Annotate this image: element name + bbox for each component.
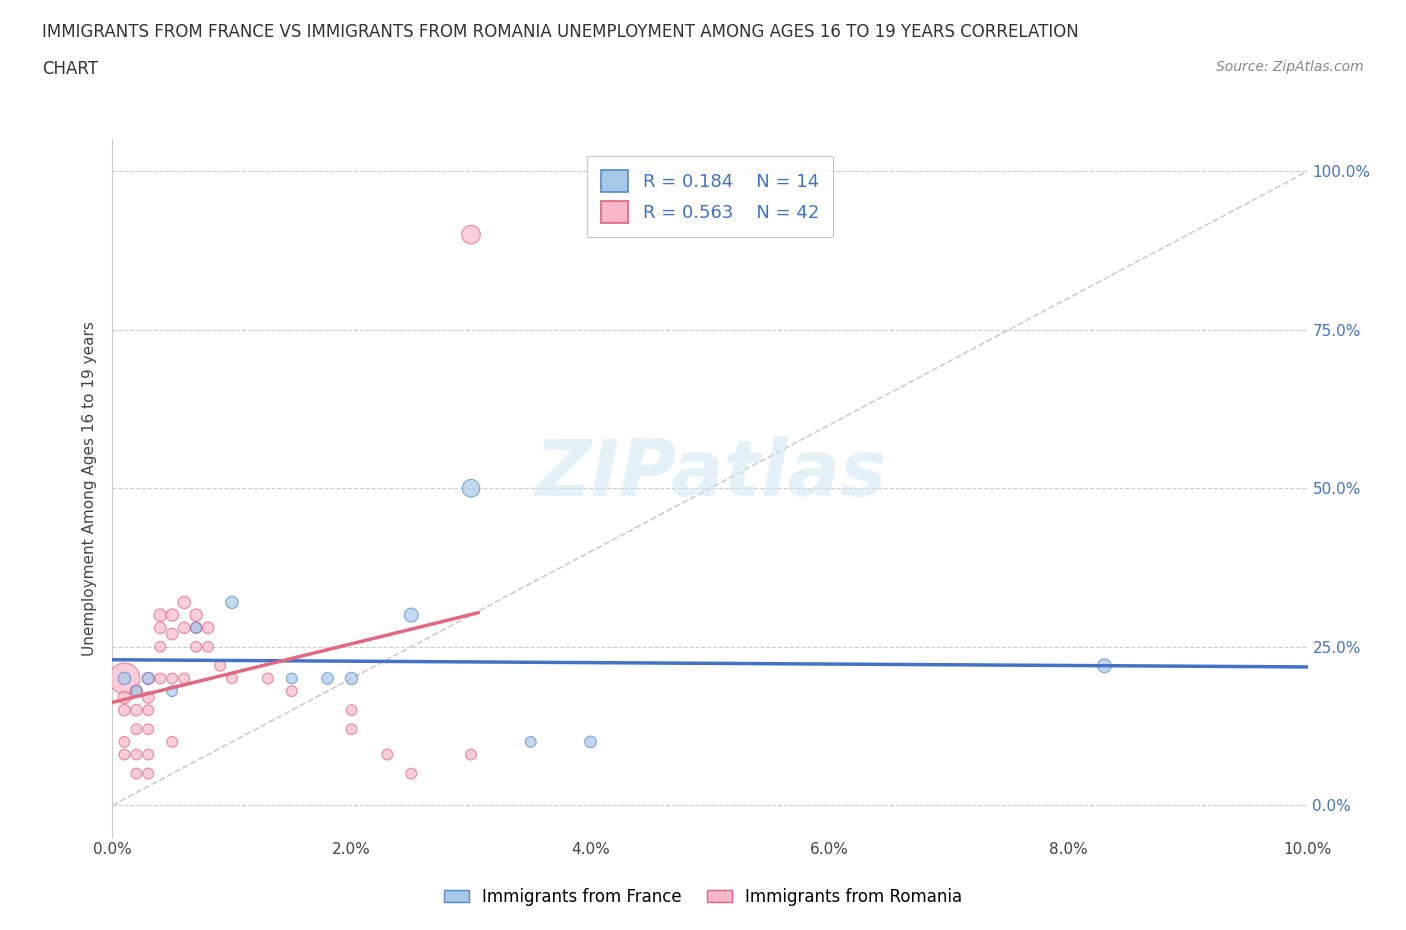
Point xyxy=(460,747,482,762)
Point xyxy=(162,671,183,686)
Point xyxy=(281,671,304,686)
Point xyxy=(186,620,208,635)
Point xyxy=(221,671,243,686)
Point xyxy=(114,735,135,750)
Point xyxy=(197,639,219,654)
Point xyxy=(377,747,399,762)
Point xyxy=(162,627,183,642)
Point xyxy=(125,684,148,698)
Point xyxy=(1094,658,1116,673)
Point xyxy=(149,639,172,654)
Point xyxy=(460,227,482,242)
Y-axis label: Unemployment Among Ages 16 to 19 years: Unemployment Among Ages 16 to 19 years xyxy=(82,321,97,656)
Text: IMMIGRANTS FROM FRANCE VS IMMIGRANTS FROM ROMANIA UNEMPLOYMENT AMONG AGES 16 TO : IMMIGRANTS FROM FRANCE VS IMMIGRANTS FRO… xyxy=(42,23,1078,41)
Point xyxy=(114,671,135,686)
Point xyxy=(114,747,135,762)
Point xyxy=(340,671,363,686)
Point xyxy=(186,607,208,622)
Point xyxy=(197,620,219,635)
Point xyxy=(460,481,482,496)
Point xyxy=(340,722,363,737)
Point xyxy=(401,607,423,622)
Point xyxy=(186,620,208,635)
Point xyxy=(125,766,148,781)
Point xyxy=(162,735,183,750)
Text: Source: ZipAtlas.com: Source: ZipAtlas.com xyxy=(1216,60,1364,74)
Text: CHART: CHART xyxy=(42,60,98,78)
Point xyxy=(316,671,339,686)
Point xyxy=(149,607,172,622)
Point xyxy=(520,735,543,750)
Legend: R = 0.184    N = 14, R = 0.563    N = 42: R = 0.184 N = 14, R = 0.563 N = 42 xyxy=(586,155,834,237)
Point xyxy=(125,722,148,737)
Point xyxy=(138,747,160,762)
Point xyxy=(221,595,243,610)
Point xyxy=(114,703,135,718)
Point xyxy=(173,671,195,686)
Point xyxy=(149,620,172,635)
Point xyxy=(138,766,160,781)
Text: ZIPatlas: ZIPatlas xyxy=(534,436,886,512)
Point xyxy=(125,747,148,762)
Point xyxy=(125,703,148,718)
Point xyxy=(162,684,183,698)
Point xyxy=(257,671,280,686)
Point xyxy=(149,671,172,686)
Point xyxy=(579,735,602,750)
Point xyxy=(138,703,160,718)
Point xyxy=(173,620,195,635)
Point xyxy=(138,671,160,686)
Point xyxy=(401,766,423,781)
Point xyxy=(281,684,304,698)
Point xyxy=(114,690,135,705)
Point xyxy=(138,671,160,686)
Legend: Immigrants from France, Immigrants from Romania: Immigrants from France, Immigrants from … xyxy=(437,881,969,912)
Point xyxy=(138,690,160,705)
Point xyxy=(173,595,195,610)
Point xyxy=(340,703,363,718)
Point xyxy=(125,684,148,698)
Point xyxy=(162,607,183,622)
Point xyxy=(208,658,231,673)
Point xyxy=(114,671,135,686)
Point xyxy=(186,639,208,654)
Point xyxy=(138,722,160,737)
